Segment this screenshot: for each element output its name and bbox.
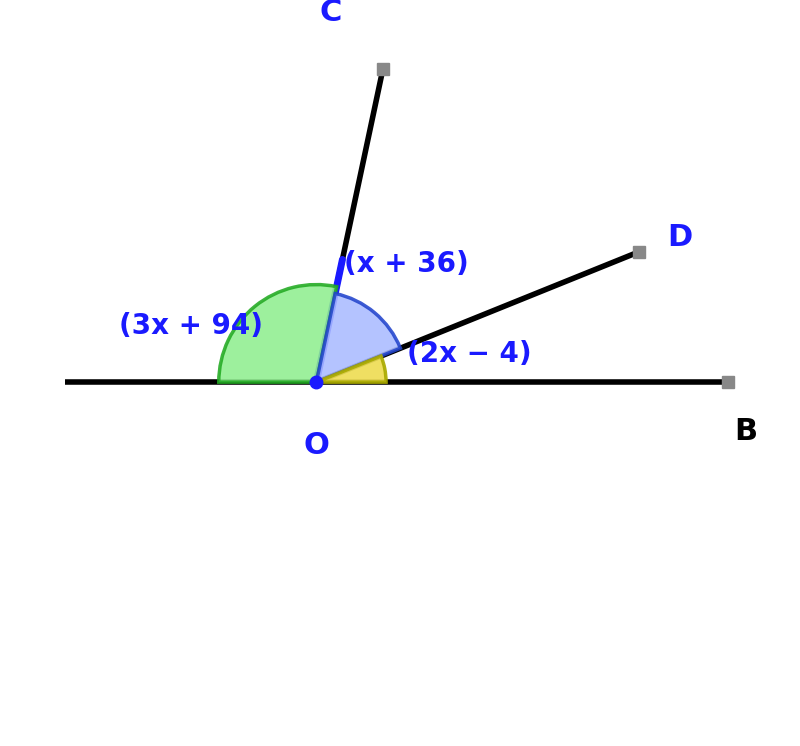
Text: B: B	[734, 417, 758, 446]
Text: (3x + 94): (3x + 94)	[119, 313, 263, 340]
Text: C: C	[319, 0, 342, 27]
Wedge shape	[316, 356, 386, 382]
Wedge shape	[316, 293, 400, 382]
Text: D: D	[667, 223, 693, 252]
Wedge shape	[218, 284, 337, 382]
Text: O: O	[303, 431, 330, 460]
Text: (2x − 4): (2x − 4)	[407, 340, 531, 369]
Text: (x + 36): (x + 36)	[344, 250, 469, 278]
